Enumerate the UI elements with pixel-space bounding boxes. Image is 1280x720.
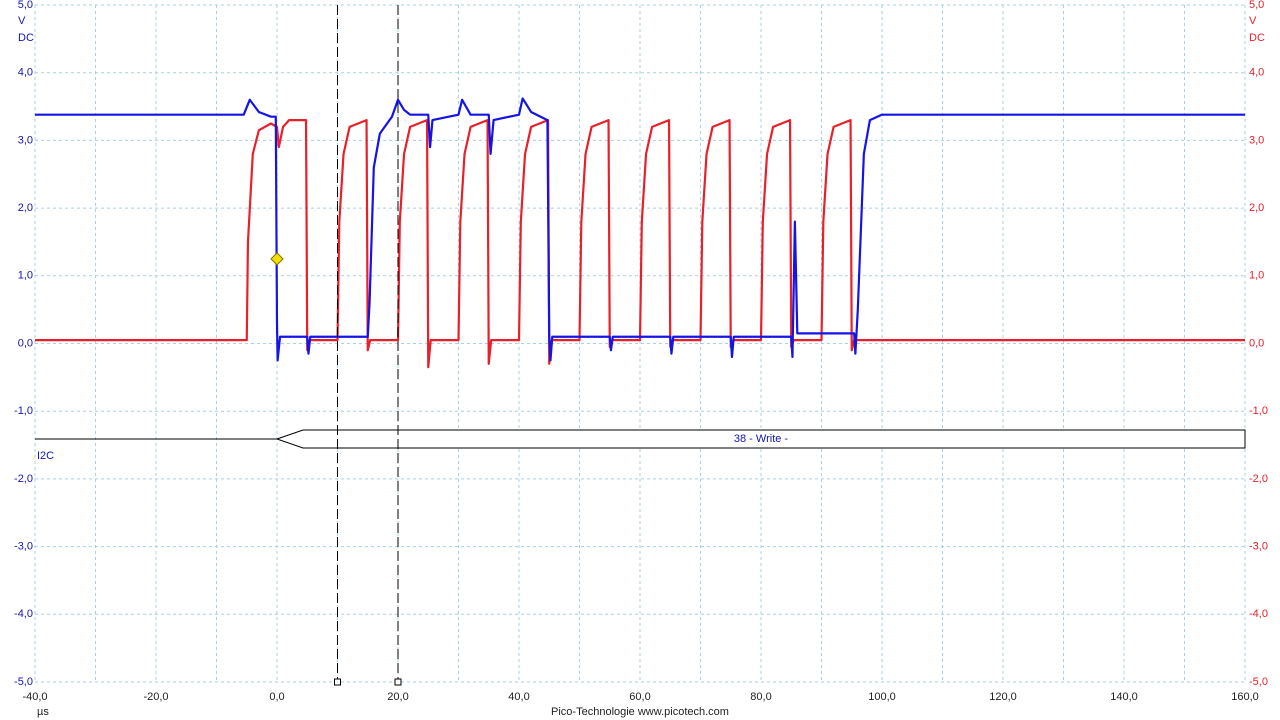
x-tick-label: 120,0 <box>989 691 1017 703</box>
y2-tick-label: -2,0 <box>1249 473 1268 485</box>
x-tick-label: 100,0 <box>868 691 896 703</box>
bus-packet-label: 38 - Write - <box>734 433 789 445</box>
y2-tick-label: 3,0 <box>1249 134 1264 146</box>
cursor-handle <box>394 678 402 686</box>
y-tick-label: 3,0 <box>18 134 33 146</box>
trigger-marker <box>270 252 284 266</box>
y2-tick-label: -4,0 <box>1249 608 1268 620</box>
y2-tick-label: -3,0 <box>1249 541 1268 553</box>
x-tick-label: 0,0 <box>269 691 284 703</box>
y2-tick-label: 4,0 <box>1249 67 1264 79</box>
x-tick-label: 20,0 <box>387 691 408 703</box>
x-tick-label: 40,0 <box>508 691 529 703</box>
y2-tick-label: -1,0 <box>1249 405 1268 417</box>
y2-tick-label: -5,0 <box>1249 676 1268 688</box>
cursor-handle <box>334 678 341 686</box>
y-tick-label: -5,0 <box>14 676 33 688</box>
bus-packet <box>275 429 1246 449</box>
y2-unit: V <box>1249 15 1257 27</box>
y-tick-label: -1,0 <box>14 405 33 417</box>
y-tick-label: 2,0 <box>18 202 33 214</box>
y-unit: V <box>18 15 26 27</box>
y2-tick-label: 0,0 <box>1249 337 1264 349</box>
y2-tick-label: 1,0 <box>1249 270 1264 282</box>
x-tick-label: -40,0 <box>22 691 47 703</box>
x-tick-label: 140,0 <box>1110 691 1138 703</box>
y-tick-label: -2,0 <box>14 473 33 485</box>
y-tick-label: 4,0 <box>18 67 33 79</box>
y-tick-label: -3,0 <box>14 541 33 553</box>
footer: Pico-Technologie www.picotech.com <box>551 706 729 718</box>
y-coupling: DC <box>18 32 34 44</box>
x-tick-label: 80,0 <box>750 691 771 703</box>
y2-coupling: DC <box>1249 32 1265 44</box>
trace <box>35 97 1245 362</box>
y-tick-label: 5,0 <box>18 0 33 11</box>
x-unit: µs <box>37 706 49 718</box>
y2-tick-label: 2,0 <box>1249 202 1264 214</box>
x-tick-label: 60,0 <box>629 691 650 703</box>
y-tick-label: -4,0 <box>14 608 33 620</box>
bus-name: I2C <box>37 450 54 462</box>
x-tick-label: -20,0 <box>143 691 168 703</box>
x-tick-label: 160,0 <box>1231 691 1259 703</box>
y-tick-label: 1,0 <box>18 270 33 282</box>
y2-tick-label: 5,0 <box>1249 0 1264 11</box>
y-tick-label: 0,0 <box>18 337 33 349</box>
